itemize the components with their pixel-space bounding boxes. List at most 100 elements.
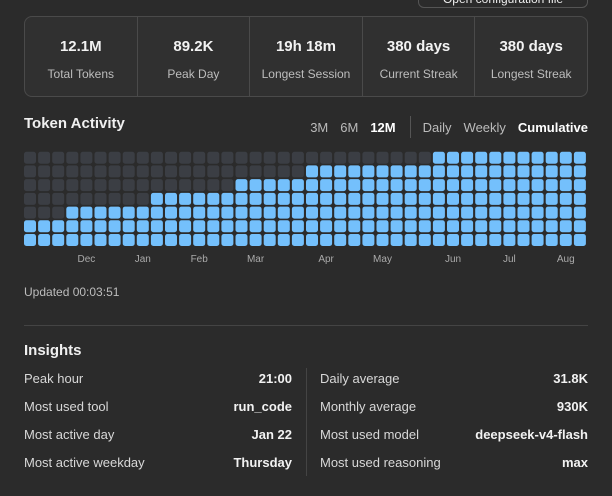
insight-row: Most used tool run_code	[24, 399, 292, 414]
cell	[66, 206, 79, 219]
cell	[94, 234, 107, 246]
column	[418, 151, 431, 246]
column	[94, 151, 107, 246]
cell	[334, 151, 347, 164]
cell	[66, 179, 79, 192]
stats-card: 12.1M Total Tokens 89.2K Peak Day 19h 18m Lon…	[24, 16, 588, 97]
cell	[291, 220, 304, 233]
cell	[221, 206, 234, 219]
cell	[235, 151, 248, 164]
insight-label: Monthly average	[320, 399, 417, 414]
cell	[348, 192, 361, 205]
cell	[165, 165, 177, 178]
cell	[235, 220, 248, 233]
column	[108, 151, 121, 246]
cell	[475, 220, 488, 233]
cell	[179, 179, 192, 192]
column	[277, 151, 290, 246]
cell	[179, 192, 192, 205]
cell	[52, 206, 65, 219]
x-tick-label: Jul	[503, 254, 516, 265]
insight-row: Most used model deepseek-v4-flash	[320, 427, 588, 442]
cell	[404, 220, 417, 233]
x-tick-label: Dec	[78, 254, 96, 265]
cell	[207, 165, 220, 178]
updated-text: Updated 00:03:51	[24, 285, 120, 299]
cell	[136, 151, 149, 164]
cell	[165, 220, 177, 233]
cell	[193, 165, 206, 178]
cell	[390, 192, 403, 205]
column	[461, 151, 474, 246]
cell	[249, 220, 262, 233]
cell	[573, 165, 586, 178]
cell	[334, 220, 347, 233]
range-tab[interactable]: 3M	[310, 119, 329, 135]
cell	[489, 151, 502, 164]
cell	[66, 234, 79, 246]
cell	[80, 151, 93, 164]
cell	[573, 220, 586, 233]
cell	[52, 192, 65, 205]
cell	[235, 206, 248, 219]
x-tick-label: Mar	[247, 254, 265, 265]
cell	[334, 234, 347, 246]
view-tab[interactable]: Cumulative	[517, 119, 588, 135]
open-config-button[interactable]: Open configuration file	[418, 0, 588, 8]
cell	[263, 151, 276, 164]
cell	[489, 165, 502, 178]
tab-separator	[409, 116, 411, 138]
cell	[207, 192, 220, 205]
stat-value: 380 days	[386, 38, 451, 55]
cell	[362, 151, 375, 164]
cell	[94, 151, 107, 164]
cell	[418, 179, 431, 192]
cell	[334, 206, 347, 219]
cell	[334, 179, 347, 192]
cell	[348, 151, 361, 164]
cell	[320, 234, 333, 246]
cell	[573, 179, 586, 192]
x-tick-label: May	[373, 254, 392, 265]
cell	[38, 151, 51, 164]
cell	[320, 220, 333, 233]
stat-value: 380 days	[499, 38, 563, 55]
cell	[404, 206, 417, 219]
cell	[447, 151, 459, 164]
cell	[80, 165, 93, 178]
column	[334, 151, 347, 246]
cell	[38, 234, 51, 246]
cell	[362, 192, 375, 205]
cell	[108, 165, 121, 178]
column	[24, 151, 36, 246]
cell	[122, 206, 135, 219]
cell	[38, 220, 51, 233]
cell	[108, 179, 121, 192]
cell	[418, 151, 431, 164]
cell	[136, 192, 149, 205]
stat-value: 89.2K	[173, 38, 214, 55]
cell	[432, 151, 445, 164]
cell	[376, 165, 389, 178]
range-tab[interactable]: 12M	[370, 119, 396, 135]
range-tab[interactable]: 6M	[340, 119, 359, 135]
view-tab[interactable]: Daily	[422, 119, 452, 135]
column	[376, 151, 389, 246]
cell	[277, 165, 290, 178]
view-tab[interactable]: Weekly	[463, 119, 506, 135]
cell	[306, 179, 318, 192]
cell	[517, 192, 530, 205]
column-divider	[306, 368, 307, 476]
cell	[404, 179, 417, 192]
cell	[531, 220, 544, 233]
insight-value: 21:00	[258, 371, 292, 386]
cell	[376, 179, 389, 192]
column	[221, 151, 234, 246]
cell	[489, 220, 502, 233]
cell	[249, 192, 262, 205]
column	[531, 151, 544, 246]
cell	[249, 179, 262, 192]
cell	[122, 151, 135, 164]
cell	[447, 206, 459, 219]
cell	[136, 179, 149, 192]
